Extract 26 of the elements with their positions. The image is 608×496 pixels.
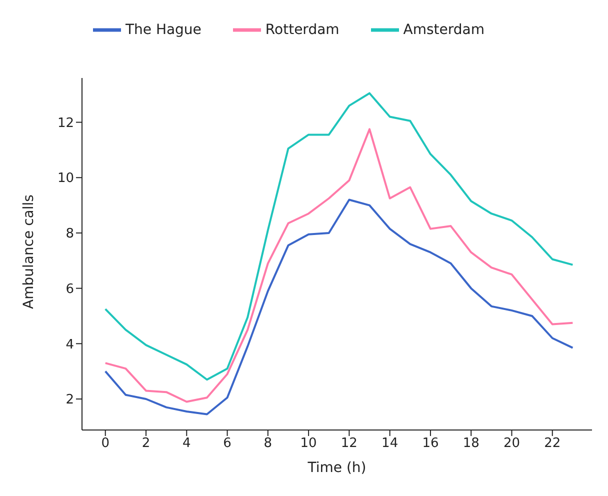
x-tick-label: 14 xyxy=(382,436,398,452)
y-tick-label: 4 xyxy=(66,337,74,352)
x-tick-label: 20 xyxy=(503,436,520,452)
line-series xyxy=(104,92,574,381)
x-tick-label: 10 xyxy=(300,436,317,452)
y-tick-label: 2 xyxy=(66,392,74,408)
x-tick-label: 6 xyxy=(223,436,232,452)
line-series xyxy=(104,198,574,416)
x-tick-label: 12 xyxy=(340,436,358,452)
y-tick-label: 6 xyxy=(66,282,74,297)
x-axis-title: Time (h) xyxy=(306,460,366,476)
legend-label: Amsterdam xyxy=(403,22,485,38)
y-axis-title: Ambulance calls xyxy=(20,194,37,309)
x-tick-label: 22 xyxy=(544,436,561,452)
y-tick-label: 8 xyxy=(66,226,74,242)
x-tick-label: 18 xyxy=(462,436,480,452)
y-tick-label: 12 xyxy=(57,116,74,131)
x-tick-label: 4 xyxy=(182,436,191,452)
x-tick-label: 8 xyxy=(264,436,272,452)
line-series xyxy=(104,128,574,403)
x-tick-label: 0 xyxy=(101,436,110,452)
y-tick-label: 10 xyxy=(57,171,74,186)
x-tick-label: 2 xyxy=(142,436,150,452)
x-tick-label: 16 xyxy=(422,436,439,452)
legend-label: Rotterdam xyxy=(265,22,340,38)
legend-label: The Hague xyxy=(125,22,202,38)
